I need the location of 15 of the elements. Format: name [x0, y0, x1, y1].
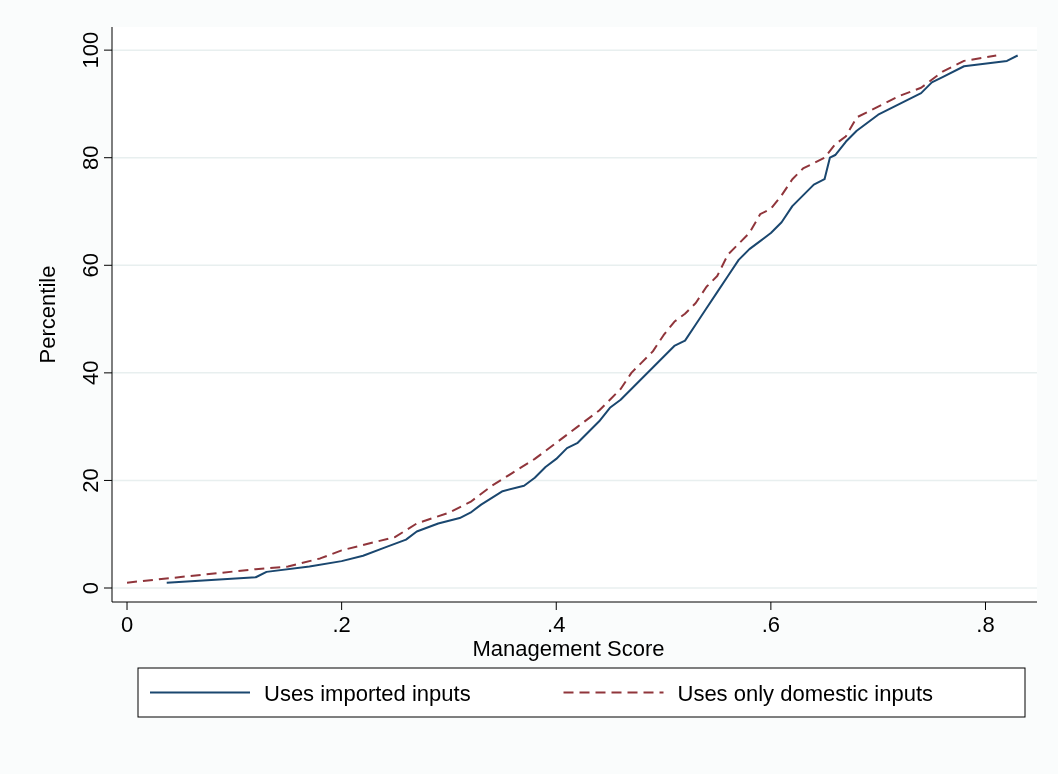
x-tick-label: 0: [120, 612, 134, 637]
y-tick-label: 60: [78, 253, 103, 278]
y-tick-label: 40: [78, 360, 103, 386]
x-tick-label: .4: [547, 612, 566, 637]
legend-label: Uses only domestic inputs: [677, 680, 934, 706]
x-axis-title: Management Score: [472, 636, 665, 661]
x-tick-label: .2: [332, 612, 351, 637]
x-tick-label: .8: [976, 612, 995, 637]
legend-label: Uses imported inputs: [264, 680, 471, 706]
y-tick-label: 100: [78, 31, 103, 69]
y-tick-label: 20: [78, 468, 103, 493]
y-tick-label: 0: [78, 581, 103, 595]
y-tick-label: 80: [78, 145, 103, 170]
x-tick-label: .6: [761, 612, 781, 637]
y-axis-title: Percentile: [35, 265, 60, 364]
